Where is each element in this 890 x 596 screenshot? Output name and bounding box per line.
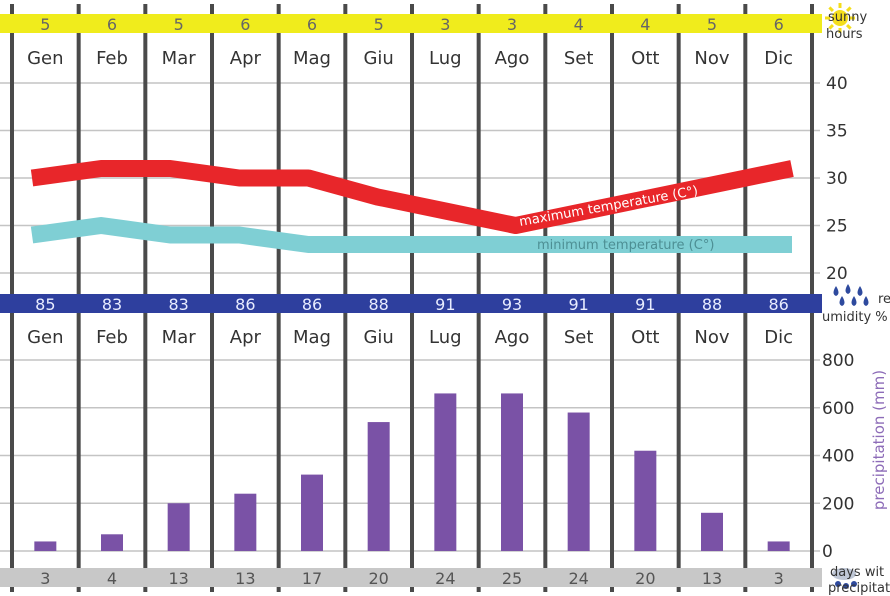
month-label: Dic xyxy=(764,48,793,69)
precipitation-tick-label: 0 xyxy=(822,542,833,562)
temperature-tick-label: 40 xyxy=(826,74,848,94)
humidity-label: re xyxy=(878,292,890,307)
precipitation-bar xyxy=(701,512,723,551)
month-label: Mar xyxy=(162,327,197,348)
month-label: Gen xyxy=(27,327,63,348)
humidity-value: 93 xyxy=(502,295,522,314)
precipitation-bar xyxy=(367,422,390,551)
humidity-label-2: umidity % xyxy=(822,310,888,325)
raindrops-icon xyxy=(833,284,869,306)
temperature-tick-label: 30 xyxy=(826,169,848,189)
sunny-hours-band xyxy=(0,14,822,33)
month-label: Feb xyxy=(96,48,128,69)
month-label: Mag xyxy=(293,48,331,69)
month-label: Nov xyxy=(694,48,729,69)
rain-days-value: 4 xyxy=(107,569,117,588)
month-label: Feb xyxy=(96,327,128,348)
month-label: Set xyxy=(564,48,594,69)
rain-cloud-icon xyxy=(832,568,857,589)
humidity-value: 83 xyxy=(168,295,188,314)
rain-days-value: 24 xyxy=(435,569,455,588)
rain-days-value: 3 xyxy=(40,569,50,588)
rain-days-label: days wit xyxy=(830,565,884,580)
precipitation-bar xyxy=(301,474,323,551)
min-temperature-line xyxy=(30,217,792,253)
month-label: Dic xyxy=(764,327,793,348)
humidity-value: 86 xyxy=(768,295,788,314)
rain-days-value: 13 xyxy=(235,569,255,588)
rain-days-value: 20 xyxy=(368,569,388,588)
sunny-hours-label: sunny xyxy=(828,10,867,25)
month-label: Ago xyxy=(495,327,530,348)
sunny-hours-value: 5 xyxy=(707,15,717,34)
rain-days-value: 25 xyxy=(502,569,522,588)
precipitation-bar xyxy=(634,450,657,551)
humidity-value: 91 xyxy=(568,295,588,314)
precipitation-axis-label: precipitation (mm) xyxy=(870,370,888,510)
precipitation-bar xyxy=(567,412,590,551)
precipitation-bar xyxy=(501,393,523,551)
precipitation-bar xyxy=(434,393,457,551)
rain-days-band xyxy=(0,568,822,587)
rain-days-value: 13 xyxy=(702,569,722,588)
precipitation-tick-label: 200 xyxy=(822,494,854,514)
sunny-hours-value: 4 xyxy=(640,15,650,34)
month-label: Set xyxy=(564,327,594,348)
month-label: Giu xyxy=(363,48,393,69)
rain-days-value: 13 xyxy=(168,569,188,588)
temperature-tick-label: 20 xyxy=(826,264,848,284)
month-label: Mag xyxy=(293,327,331,348)
humidity-value: 86 xyxy=(235,295,255,314)
humidity-value: 88 xyxy=(368,295,388,314)
month-label: Ott xyxy=(631,48,659,69)
sunny-hours-value: 6 xyxy=(107,15,117,34)
month-label: Giu xyxy=(363,327,393,348)
max-temperature-line xyxy=(30,160,794,234)
precipitation-bar xyxy=(167,503,190,551)
precipitation-tick-label: 400 xyxy=(822,447,854,467)
rain-days-label-2: precipitati xyxy=(828,581,890,596)
month-label: Apr xyxy=(230,48,262,69)
rain-days-value: 20 xyxy=(635,569,655,588)
month-label: Apr xyxy=(230,327,262,348)
humidity-value: 86 xyxy=(302,295,322,314)
month-label: Nov xyxy=(694,327,729,348)
precipitation-tick-label: 600 xyxy=(822,399,854,419)
rain-days-value: 3 xyxy=(774,569,784,588)
sunny-hours-value: 6 xyxy=(240,15,250,34)
sunny-hours-value: 6 xyxy=(774,15,784,34)
min-temperature-series-name: minimum temperature (C°) xyxy=(537,238,714,253)
humidity-value: 91 xyxy=(635,295,655,314)
precipitation-bar xyxy=(34,541,57,551)
month-label: Ago xyxy=(495,48,530,69)
rain-days-value: 17 xyxy=(302,569,322,588)
sunny-hours-value: 5 xyxy=(374,15,384,34)
month-label: Ott xyxy=(631,327,659,348)
sunny-hours-value: 3 xyxy=(507,15,517,34)
humidity-band xyxy=(0,294,822,313)
month-label: Lug xyxy=(429,48,462,69)
month-label: Gen xyxy=(27,48,63,69)
precipitation-tick-label: 800 xyxy=(822,351,854,371)
humidity-value: 83 xyxy=(102,295,122,314)
month-label: Lug xyxy=(429,327,462,348)
sunny-hours-label-2: hours xyxy=(826,27,863,42)
sunny-hours-value: 3 xyxy=(440,15,450,34)
sunny-hours-value: 5 xyxy=(174,15,184,34)
precipitation-bar xyxy=(767,541,790,551)
temperature-tick-label: 25 xyxy=(826,217,848,237)
temperature-tick-label: 35 xyxy=(826,122,848,142)
month-label: Mar xyxy=(162,48,197,69)
humidity-value: 85 xyxy=(35,295,55,314)
precipitation-bar xyxy=(101,534,123,551)
rain-days-value: 24 xyxy=(568,569,588,588)
humidity-value: 88 xyxy=(702,295,722,314)
sun-icon xyxy=(825,3,855,33)
sunny-hours-value: 6 xyxy=(307,15,317,34)
sunny-hours-value: 5 xyxy=(40,15,50,34)
precipitation-bar xyxy=(234,493,257,551)
humidity-value: 91 xyxy=(435,295,455,314)
sunny-hours-value: 4 xyxy=(574,15,584,34)
